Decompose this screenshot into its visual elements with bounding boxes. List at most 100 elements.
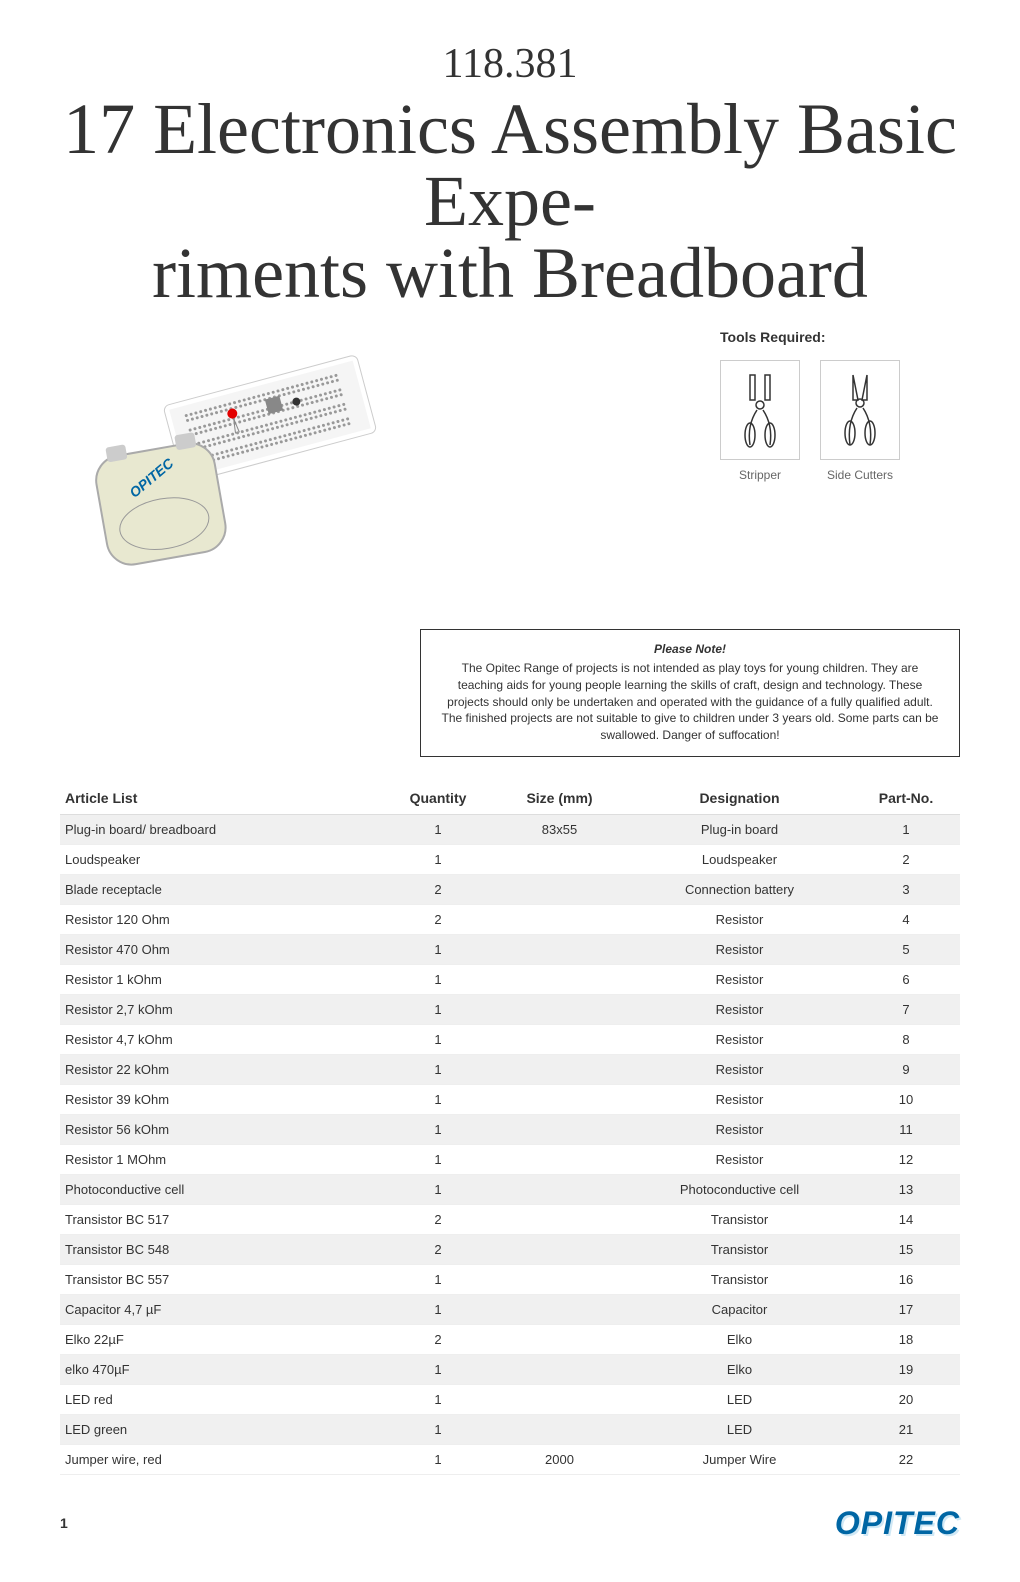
cell-designation: Elko [627,1362,852,1377]
cell-size [492,1422,627,1437]
cell-designation: Plug-in board [627,822,852,837]
cell-size [492,1362,627,1377]
cell-size [492,1392,627,1407]
stripper-icon [720,360,800,460]
cell-article: Photoconductive cell [60,1182,384,1197]
cell-designation: Resistor [627,1032,852,1047]
cell-designation: Resistor [627,1002,852,1017]
cell-article: Jumper wire, red [60,1452,384,1467]
cell-designation: Transistor [627,1212,852,1227]
table-row: LED red 1 LED 20 [60,1385,960,1415]
table-row: Resistor 2,7 kOhm 1 Resistor 7 [60,995,960,1025]
cell-size [492,942,627,957]
cell-partno: 4 [852,912,960,927]
cell-designation: Transistor [627,1272,852,1287]
cell-quantity: 1 [384,1272,492,1287]
table-row: elko 470µF 1 Elko 19 [60,1355,960,1385]
page-number: 1 [60,1515,68,1531]
cell-designation: LED [627,1392,852,1407]
cell-article: Blade receptacle [60,882,384,897]
cell-article: Resistor 56 kOhm [60,1122,384,1137]
cell-article: Resistor 2,7 kOhm [60,1002,384,1017]
cell-quantity: 1 [384,822,492,837]
cell-size [492,972,627,987]
cell-size [492,882,627,897]
battery-icon: OPITEC [60,419,260,579]
cell-article: Loudspeaker [60,852,384,867]
side-cutters-icon [820,360,900,460]
table-row: LED green 1 LED 21 [60,1415,960,1445]
cell-partno: 17 [852,1302,960,1317]
cell-article: Resistor 4,7 kOhm [60,1032,384,1047]
cell-size [492,1182,627,1197]
cell-quantity: 1 [384,1182,492,1197]
cell-article: Resistor 1 MOhm [60,1152,384,1167]
cell-size [492,1062,627,1077]
cell-article: LED green [60,1422,384,1437]
cell-quantity: 1 [384,1032,492,1047]
table-row: Plug-in board/ breadboard 1 83x55 Plug-i… [60,815,960,845]
table-row: Resistor 22 kOhm 1 Resistor 9 [60,1055,960,1085]
cell-article: Resistor 1 kOhm [60,972,384,987]
cell-designation: Connection battery [627,882,852,897]
cell-partno: 8 [852,1032,960,1047]
table-row: Resistor 1 kOhm 1 Resistor 6 [60,965,960,995]
cell-article: Resistor 39 kOhm [60,1092,384,1107]
cell-partno: 13 [852,1182,960,1197]
cell-partno: 12 [852,1152,960,1167]
cell-article: Resistor 120 Ohm [60,912,384,927]
cell-quantity: 2 [384,882,492,897]
cell-article: Resistor 470 Ohm [60,942,384,957]
cell-size [492,1122,627,1137]
cell-quantity: 2 [384,912,492,927]
table-row: Photoconductive cell 1 Photoconductive c… [60,1175,960,1205]
cell-quantity: 1 [384,1452,492,1467]
table-row: Resistor 470 Ohm 1 Resistor 5 [60,935,960,965]
cell-partno: 6 [852,972,960,987]
cell-designation: LED [627,1422,852,1437]
cell-quantity: 1 [384,852,492,867]
header-quantity: Quantity [384,790,492,806]
cell-article: elko 470µF [60,1362,384,1377]
cell-quantity: 1 [384,1152,492,1167]
cell-designation: Resistor [627,942,852,957]
cell-designation: Loudspeaker [627,852,852,867]
cell-quantity: 1 [384,1302,492,1317]
cell-size [492,1002,627,1017]
cell-size: 2000 [492,1452,627,1467]
cell-designation: Resistor [627,912,852,927]
cell-article: Resistor 22 kOhm [60,1062,384,1077]
header-partno: Part-No. [852,790,960,806]
cell-partno: 16 [852,1272,960,1287]
note-title: Please Note! [441,642,939,656]
cell-size [492,1332,627,1347]
cell-size [492,1272,627,1287]
cell-partno: 14 [852,1212,960,1227]
tool-label: Stripper [720,468,800,482]
note-box: Please Note! The Opitec Range of project… [420,629,960,757]
cell-size [492,912,627,927]
cell-designation: Resistor [627,1092,852,1107]
tools-title: Tools Required: [720,329,960,345]
header-size: Size (mm) [492,790,627,806]
cell-size [492,852,627,867]
tool-item-stripper: Stripper [720,360,800,482]
cell-article: Elko 22µF [60,1332,384,1347]
note-text: The Opitec Range of projects is not inte… [441,660,939,744]
cell-designation: Resistor [627,972,852,987]
cell-quantity: 1 [384,1002,492,1017]
main-title: 17 Electronics Assembly Basic Expe- rime… [60,93,960,309]
table-row: Resistor 4,7 kOhm 1 Resistor 8 [60,1025,960,1055]
cell-designation: Capacitor [627,1302,852,1317]
table-row: Transistor BC 517 2 Transistor 14 [60,1205,960,1235]
cell-partno: 21 [852,1422,960,1437]
table-row: Loudspeaker 1 Loudspeaker 2 [60,845,960,875]
tools-section: Tools Required: Stripper [720,329,960,609]
tool-label: Side Cutters [820,468,900,482]
cell-partno: 2 [852,852,960,867]
cell-designation: Resistor [627,1062,852,1077]
table-row: Resistor 1 MOhm 1 Resistor 12 [60,1145,960,1175]
table-row: Transistor BC 548 2 Transistor 15 [60,1235,960,1265]
cell-size [492,1152,627,1167]
cell-article: Transistor BC 557 [60,1272,384,1287]
